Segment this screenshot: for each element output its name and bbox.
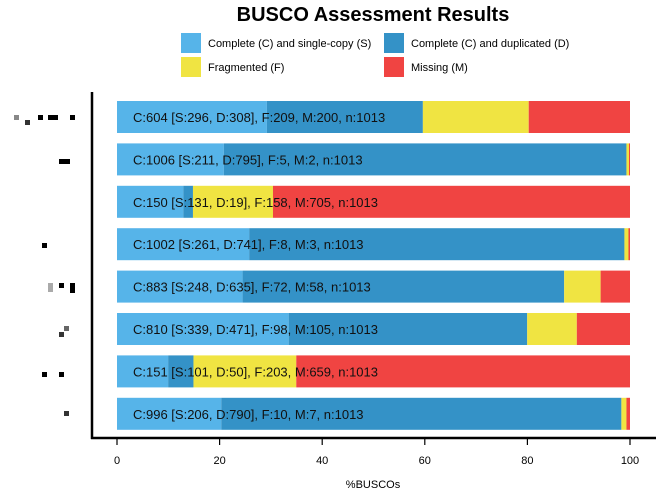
bar-label: C:883 [S:248, D:635], F:72, M:58, n:1013 (133, 280, 371, 295)
bar-segment-S (117, 355, 169, 388)
bar-row: C:883 [S:248, D:635], F:72, M:58, n:1013 (117, 270, 630, 303)
legend-swatch-M (384, 57, 404, 77)
y-label-redacted (70, 283, 75, 293)
bar-segment-D (168, 355, 194, 388)
y-label-redacted (42, 243, 47, 248)
x-tick-label: 0 (114, 455, 120, 467)
bar-row: C:150 [S:131, D:19], F:158, M:705, n:101… (117, 185, 630, 218)
y-label-redacted (38, 115, 43, 120)
bar-segment-S (117, 101, 267, 133)
bar-segment-M (626, 397, 630, 430)
bar-segment-S (117, 228, 250, 261)
bar-segment-F (192, 185, 273, 218)
bar-segment-D (223, 143, 627, 176)
bar-segment-F (624, 228, 629, 261)
y-label-redacted (48, 115, 58, 120)
y-label-redacted (25, 120, 30, 125)
bar-segment-D (288, 313, 528, 345)
bar-row: C:810 [S:339, D:471], F:98, M:105, n:101… (117, 313, 630, 345)
bar-segment-F (564, 270, 601, 303)
bar-segment-S (117, 270, 243, 303)
bar-segment-D (266, 101, 423, 133)
y-label-redacted (59, 283, 64, 288)
y-label-redacted (42, 372, 47, 377)
bar-row: C:151 [S:101, D:50], F:203, M:659, n:101… (117, 355, 630, 388)
bar-segment-D (183, 185, 193, 218)
y-label-redacted (48, 283, 53, 292)
bar-segment-M (528, 101, 630, 133)
x-axis-ticks: 0 20 40 60 80 100 (114, 439, 639, 467)
bar-label: C:1002 [S:261, D:741], F:8, M:3, n:1013 (133, 237, 364, 252)
y-label-redacted (59, 372, 64, 377)
x-axis-label: %BUSCOs (346, 479, 401, 491)
y-label-redacted (64, 326, 69, 331)
bar-segment-D (221, 397, 622, 430)
bar-label: C:1006 [S:211, D:795], F:5, M:2, n:1013 (133, 152, 363, 167)
x-tick-label: 80 (521, 455, 533, 467)
bar-segment-M (272, 185, 630, 218)
bar-segment-S (117, 397, 222, 430)
bar-row: C:996 [S:206, D:790], F:10, M:7, n:1013 (117, 397, 630, 430)
bar-segment-M (600, 270, 630, 303)
bar-label: C:150 [S:131, D:19], F:158, M:705, n:101… (133, 195, 378, 210)
bar-segment-D (249, 228, 625, 261)
legend: Complete (C) and single-copy (S) Complete… (181, 33, 569, 77)
bar-segment-M (628, 143, 630, 176)
bar-label: C:996 [S:206, D:790], F:10, M:7, n:1013 (133, 407, 364, 422)
bar-segment-S (117, 313, 289, 345)
x-tick-label: 100 (621, 455, 639, 467)
legend-label-D: Complete (C) and duplicated (D) (411, 38, 569, 50)
bar-segment-F (621, 397, 627, 430)
y-label-redacted (14, 115, 19, 120)
bar-segment-F (626, 143, 629, 176)
x-tick-label: 20 (213, 455, 225, 467)
x-tick-label: 60 (419, 455, 431, 467)
bar-row: C:1006 [S:211, D:795], F:5, M:2, n:1013 (117, 143, 630, 176)
bar-segment-F (422, 101, 529, 133)
bar-label: C:810 [S:339, D:471], F:98, M:105, n:101… (133, 322, 378, 337)
legend-label-S: Complete (C) and single-copy (S) (208, 38, 371, 50)
legend-swatch-S (181, 33, 201, 53)
legend-label-F: Fragmented (F) (208, 62, 284, 74)
bar-segment-F (527, 313, 577, 345)
bar-label: C:604 [S:296, D:308], F:209, M:200, n:10… (133, 110, 385, 125)
bar-row: C:604 [S:296, D:308], F:209, M:200, n:10… (117, 101, 630, 133)
bar-label: C:151 [S:101, D:50], F:203, M:659, n:101… (133, 364, 378, 379)
bar-segment-M (296, 355, 630, 388)
bar-segment-F (193, 355, 297, 388)
bars: C:604 [S:296, D:308], F:209, M:200, n:10… (117, 101, 630, 430)
bar-segment-S (117, 143, 224, 176)
bar-row: C:1002 [S:261, D:741], F:8, M:3, n:1013 (117, 228, 630, 261)
y-label-redacted (70, 115, 75, 120)
y-label-redacted (59, 332, 64, 337)
bar-segment-S (117, 185, 184, 218)
legend-label-M: Missing (M) (411, 62, 468, 74)
legend-swatch-D (384, 33, 404, 53)
chart-title: BUSCO Assessment Results (237, 4, 510, 26)
bar-segment-M (576, 313, 630, 345)
bar-segment-M (628, 228, 630, 261)
y-label-redacted (64, 411, 69, 416)
bar-segment-D (242, 270, 565, 303)
legend-swatch-F (181, 57, 201, 77)
x-tick-label: 40 (316, 455, 328, 467)
y-label-redacted (59, 159, 70, 164)
y-axis-labels (14, 115, 75, 416)
